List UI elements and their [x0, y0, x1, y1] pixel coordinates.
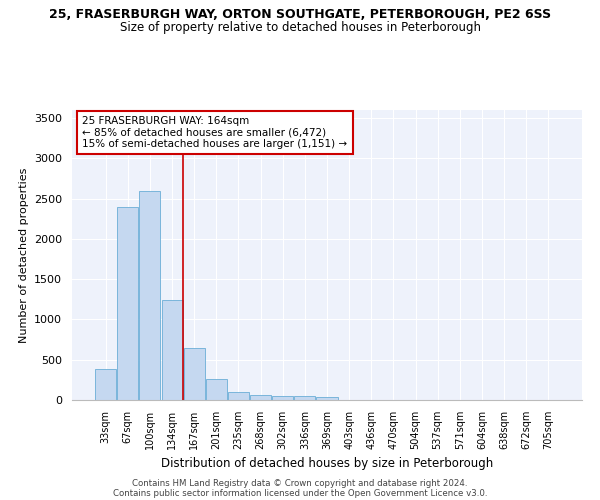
- Text: Size of property relative to detached houses in Peterborough: Size of property relative to detached ho…: [119, 21, 481, 34]
- Bar: [250, 395, 271, 400]
- Y-axis label: Number of detached properties: Number of detached properties: [19, 168, 29, 342]
- Bar: [206, 380, 227, 400]
- Bar: [95, 368, 116, 400]
- Text: 25, FRASERBURGH WAY, ORTON SOUTHGATE, PETERBOROUGH, PE2 6SS: 25, FRASERBURGH WAY, ORTON SOUTHGATE, PE…: [49, 8, 551, 20]
- Bar: [228, 392, 249, 400]
- Bar: [295, 396, 316, 400]
- Bar: [118, 206, 139, 400]
- Bar: [316, 397, 338, 400]
- Text: Contains public sector information licensed under the Open Government Licence v3: Contains public sector information licen…: [113, 488, 487, 498]
- Bar: [272, 396, 293, 400]
- Bar: [184, 348, 205, 400]
- Bar: [139, 190, 160, 400]
- Text: 25 FRASERBURGH WAY: 164sqm
← 85% of detached houses are smaller (6,472)
15% of s: 25 FRASERBURGH WAY: 164sqm ← 85% of deta…: [82, 116, 347, 149]
- X-axis label: Distribution of detached houses by size in Peterborough: Distribution of detached houses by size …: [161, 458, 493, 470]
- Bar: [161, 300, 182, 400]
- Text: Contains HM Land Registry data © Crown copyright and database right 2024.: Contains HM Land Registry data © Crown c…: [132, 478, 468, 488]
